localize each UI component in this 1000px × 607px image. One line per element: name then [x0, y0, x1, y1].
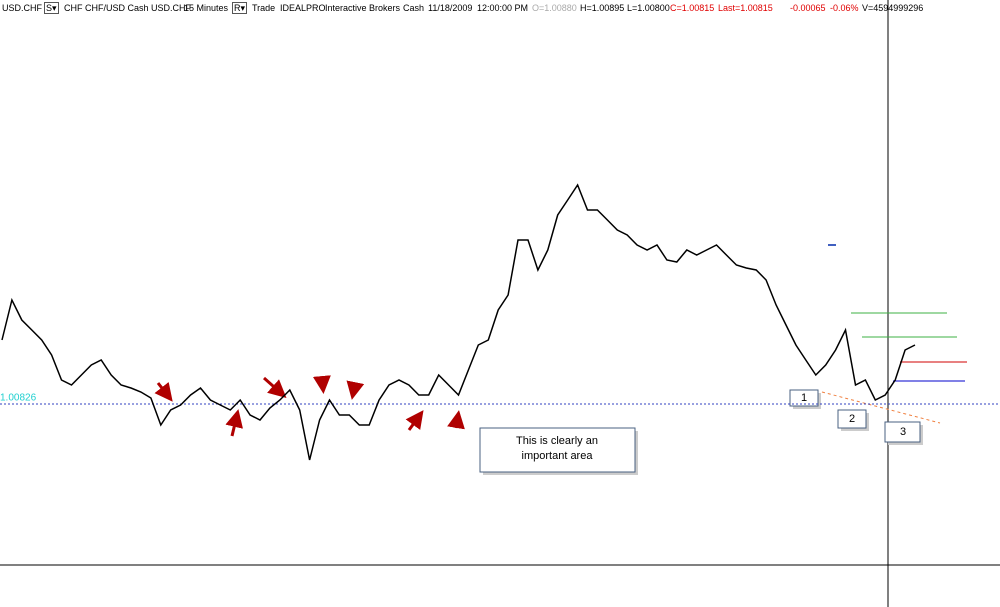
callout-text: 1	[801, 392, 807, 404]
header-field: Last=1.00815	[718, 3, 773, 13]
header-field[interactable]: S▾	[44, 2, 59, 14]
header-field: Cash	[403, 3, 425, 13]
callout-text: This is clearly an important area	[516, 435, 598, 462]
header-field: L=1.00800	[627, 3, 670, 13]
header-field: IDEALPRO	[280, 3, 326, 13]
header-field: H=1.00895	[580, 3, 625, 13]
header-field: USD.CHF	[2, 3, 42, 13]
callout-text: 2	[849, 413, 855, 425]
header-field: V=4594999296	[862, 3, 924, 13]
header-field: Trade	[252, 3, 276, 13]
callout-text: 3	[900, 426, 906, 438]
callouts	[479, 389, 923, 475]
header-field: -0.06%	[830, 3, 859, 13]
header-field: -0.00065	[790, 3, 826, 13]
header-field[interactable]: R▾	[232, 2, 248, 14]
header-field: 11/18/2009	[428, 3, 473, 13]
header-field: 15 Minutes	[184, 3, 229, 13]
levels	[821, 244, 967, 424]
arrows	[154, 375, 465, 437]
header-field: CHF CHF/USD Cash USD.CHF	[64, 3, 192, 13]
header-field: C=1.00815	[670, 3, 715, 13]
header-field: O=1.00880	[532, 3, 577, 13]
header-field: 12:00:00 PM	[477, 3, 529, 13]
reference-label: 1.00826	[0, 393, 37, 404]
header-field: Interactive Brokers	[325, 3, 401, 13]
price-line	[1, 183, 916, 461]
